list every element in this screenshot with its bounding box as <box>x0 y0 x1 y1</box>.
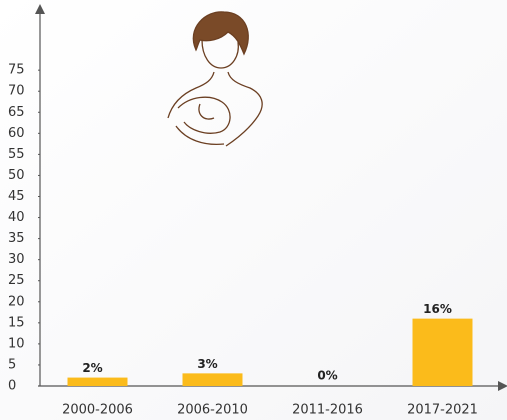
bar <box>68 378 128 386</box>
y-tick-label: 50 <box>8 168 25 183</box>
value-label: 2% <box>82 361 102 375</box>
value-label: 16% <box>423 302 452 316</box>
y-tick-label: 0 <box>8 379 16 394</box>
y-tick-label: 20 <box>8 294 25 309</box>
y-tick-label: 35 <box>8 231 25 246</box>
y-tick-label: 15 <box>8 315 25 330</box>
y-tick-label: 40 <box>8 210 25 225</box>
y-tick-label: 10 <box>8 336 25 351</box>
y-tick-label: 60 <box>8 126 25 141</box>
x-tick-label: 2006-2010 <box>177 403 248 418</box>
y-tick-label: 75 <box>8 63 25 78</box>
bar <box>183 373 243 386</box>
y-tick-label: 65 <box>8 105 25 120</box>
chart: 0 5 10 15 20 25 30 35 40 45 50 55 60 65 70 75 2000-2006 2… <box>0 0 507 420</box>
y-tick-label: 70 <box>8 84 25 99</box>
y-tick-label: 30 <box>8 252 25 267</box>
value-label: 0% <box>317 369 337 383</box>
y-tick-label: 25 <box>8 273 25 288</box>
x-tick-label: 2017-2021 <box>407 403 478 418</box>
bar <box>413 319 473 386</box>
y-tick-label: 55 <box>8 147 25 162</box>
value-label: 3% <box>197 357 217 371</box>
x-tick-label: 2011-2016 <box>292 403 363 418</box>
y-tick-label: 5 <box>8 357 16 372</box>
y-tick-label: 45 <box>8 189 25 204</box>
page: 0 5 10 15 20 25 30 35 40 45 50 55 60 65 70 75 2000-2006 2… <box>0 0 507 420</box>
x-tick-label: 2000-2006 <box>62 403 133 418</box>
